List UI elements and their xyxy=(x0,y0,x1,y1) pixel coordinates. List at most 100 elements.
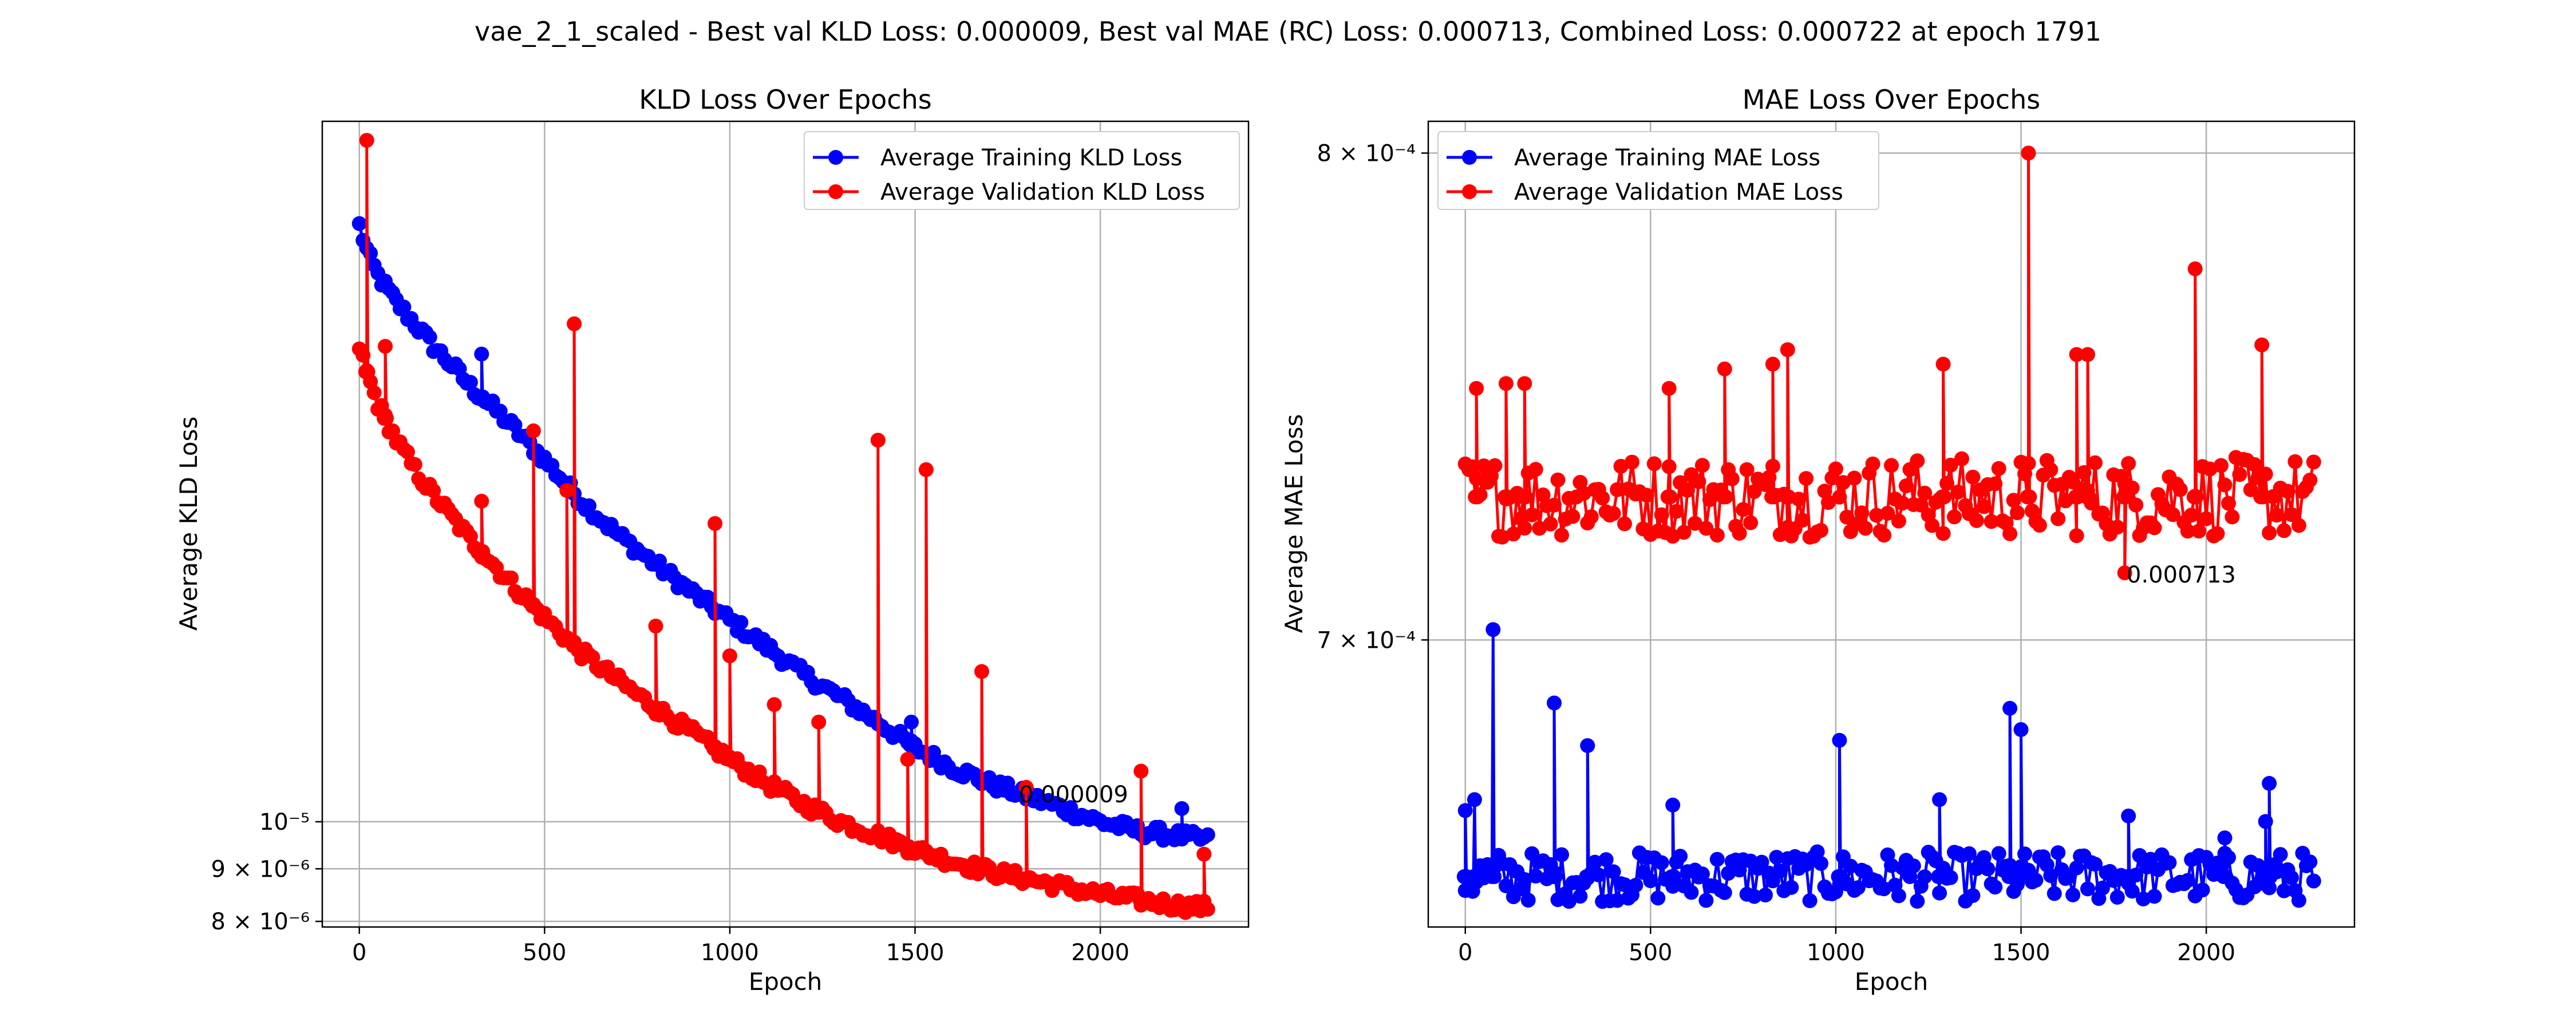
mae-data-point xyxy=(1698,521,1714,536)
kld-data-point xyxy=(400,444,415,459)
mae-data-point xyxy=(2258,466,2273,482)
mae-data-point xyxy=(2002,858,2018,873)
mae-data-point xyxy=(2262,776,2277,791)
mae-data-point xyxy=(1965,888,1981,903)
kld-data-point xyxy=(733,615,749,630)
mae-data-point xyxy=(1847,470,1862,486)
mae-data-point xyxy=(1884,458,1899,473)
mae-data-point xyxy=(1814,522,1828,538)
kld-legend-val-label: Average Validation KLD Loss xyxy=(880,179,1205,205)
mae-data-point xyxy=(2162,855,2177,870)
mae-data-point xyxy=(1518,489,1534,505)
mae-data-point xyxy=(2069,860,2084,876)
mae-data-point xyxy=(2117,565,2132,581)
mae-data-point xyxy=(2121,456,2136,471)
mae-data-point xyxy=(2143,851,2158,867)
mae-data-point xyxy=(1784,880,1799,895)
mae-data-point xyxy=(1625,454,1639,470)
mae-data-point xyxy=(1709,851,1725,867)
kld-data-point xyxy=(396,299,412,315)
mae-data-point xyxy=(1688,516,1702,531)
mae-data-point xyxy=(2184,508,2199,523)
mae-data-point xyxy=(2277,883,2291,898)
mae-data-point xyxy=(1925,518,1940,533)
kld-legend-train-label: Average Training KLD Loss xyxy=(880,145,1182,171)
mae-data-point xyxy=(1709,528,1725,543)
mae-data-point xyxy=(2191,524,2207,539)
mae-data-point xyxy=(1587,854,1603,870)
mae-data-point xyxy=(2199,511,2214,526)
kld-data-point xyxy=(422,330,437,345)
mae-x-tick-label: 1500 xyxy=(1992,940,2050,966)
mae-data-point xyxy=(1662,489,1678,505)
mae-series-validation xyxy=(1457,145,2321,581)
mae-data-point xyxy=(2165,507,2180,522)
mae-data-point xyxy=(1821,495,1836,510)
mae-data-point xyxy=(2284,870,2299,885)
mae-data-point xyxy=(1694,458,1710,473)
mae-data-point xyxy=(2069,347,2084,362)
mae-data-point xyxy=(2291,518,2306,533)
mae-x-axis-label: Epoch xyxy=(1855,968,1929,996)
kld-best-annotation: 0.000009 xyxy=(1019,782,1128,808)
mae-data-point xyxy=(1520,893,1536,908)
mae-data-point xyxy=(2269,508,2285,523)
kld-chart-panel: KLD Loss Over Epochs Epoch Average KLD L… xyxy=(175,84,1250,996)
mae-data-point xyxy=(1554,528,1569,543)
mae-data-point xyxy=(1961,846,1977,861)
mae-data-point xyxy=(2180,524,2195,539)
mae-data-point xyxy=(1718,489,1733,505)
mae-data-point xyxy=(2128,867,2144,883)
kld-series-layer xyxy=(351,133,1215,920)
mae-data-point xyxy=(2221,496,2236,511)
mae-data-point xyxy=(2262,880,2277,896)
kld-data-point xyxy=(918,462,934,477)
mae-data-point xyxy=(2028,873,2044,888)
mae-data-point xyxy=(1984,514,1999,529)
mae-data-point xyxy=(2121,809,2136,823)
mae-data-point xyxy=(1613,458,1629,474)
mae-data-point xyxy=(1991,846,2006,861)
kld-data-point xyxy=(426,483,441,498)
kld-data-point xyxy=(904,714,919,730)
mae-data-point xyxy=(2262,525,2277,541)
mae-data-point xyxy=(1665,797,1681,813)
kld-data-point xyxy=(567,316,582,331)
kld-data-point xyxy=(1018,780,1034,795)
kld-series-line xyxy=(358,223,1209,842)
mae-x-tick-label: 0 xyxy=(1458,940,1472,966)
mae-data-point xyxy=(1906,858,1921,874)
kld-data-point xyxy=(559,483,575,498)
mae-data-point xyxy=(2046,886,2062,901)
mae-data-point xyxy=(1669,504,1684,519)
mae-data-point xyxy=(1980,861,1996,877)
kld-data-point xyxy=(474,493,489,509)
mae-data-point xyxy=(2109,890,2125,905)
kld-data-point xyxy=(526,423,541,438)
mae-data-point xyxy=(1583,509,1599,524)
mae-data-point xyxy=(1698,893,1714,908)
kld-x-tick-label: 1500 xyxy=(886,940,945,966)
mae-data-point xyxy=(1937,489,1952,505)
mae-data-point xyxy=(1765,458,1780,474)
mae-data-point xyxy=(1795,513,1810,528)
mae-data-point xyxy=(2006,493,2021,508)
mae-x-tick-label: 2000 xyxy=(2177,940,2235,966)
kld-y-tick-label: 9 × 10⁻⁶ xyxy=(211,856,310,882)
mae-data-point xyxy=(1684,885,1699,900)
mae-data-point xyxy=(1573,889,1588,904)
mae-data-point xyxy=(2291,893,2306,908)
mae-data-point xyxy=(1917,485,1933,501)
kld-data-point xyxy=(366,385,382,401)
mae-data-point xyxy=(2277,523,2291,538)
mae-data-point xyxy=(2032,517,2047,533)
mae-data-point xyxy=(1935,526,1951,541)
mae-data-point xyxy=(1661,381,1677,396)
kld-data-point xyxy=(359,133,374,148)
kld-data-point xyxy=(1200,827,1215,842)
mae-data-point xyxy=(1854,505,1870,521)
mae-data-point xyxy=(1969,513,1984,528)
mae-data-point xyxy=(2232,467,2247,482)
mae-data-point xyxy=(1839,509,1855,525)
